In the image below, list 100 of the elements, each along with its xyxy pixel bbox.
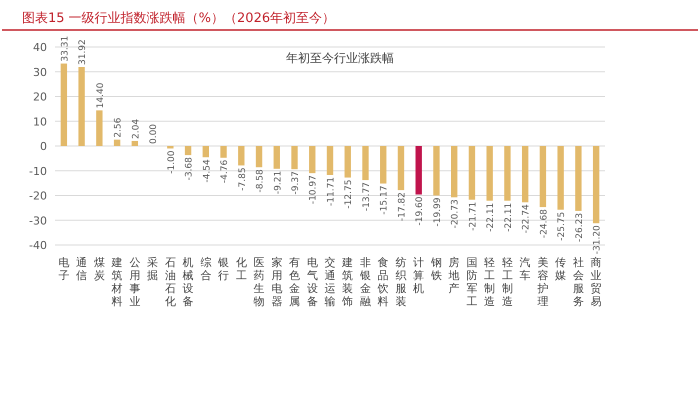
bar [592,146,600,224]
x-tick-label: 机械设备 [182,256,194,308]
data-label: -24.68 [539,208,550,238]
bar [504,146,511,201]
bar [309,146,316,174]
x-tick-label: 采掘 [147,256,158,282]
x-tick-label: 建筑材料 [110,256,123,308]
data-label: -20.73 [450,199,461,228]
x-tick-label: 汽车 [520,256,531,282]
data-label: -12.75 [344,180,354,209]
data-label: -10.97 [308,175,319,204]
x-tick-label: 商业贸易 [590,256,602,308]
data-label: -8.58 [256,168,266,193]
x-tick-label: 银行 [217,256,230,282]
x-tick-label: 电子 [58,256,70,282]
bar [398,146,404,190]
bar [540,146,546,208]
x-tick-label: 纺织服装 [395,256,406,308]
bar [575,146,582,211]
bar [380,146,386,184]
x-tick-label: 社会服务 [572,256,584,308]
data-label: 14.40 [96,82,106,108]
bar [468,146,476,200]
bar [184,146,192,156]
bar [486,146,493,201]
data-label: -7.85 [238,167,248,191]
x-tick-label: 钢铁 [430,256,442,282]
bar [557,146,564,210]
x-tick-label: 轻工制造 [484,256,496,308]
data-label: -22.74 [522,204,532,234]
y-tick-label: 20 [33,90,47,104]
data-label: -9.21 [273,170,284,194]
x-tick-label: 家用电器 [271,256,282,308]
x-tick-label: 国防军工 [466,256,478,308]
data-label: -31.20 [592,224,603,254]
bar [326,146,334,175]
data-label: -22.11 [486,202,496,232]
data-label: -19.60 [415,196,426,226]
bar [60,64,68,146]
x-tick-label: 传媒 [555,256,566,282]
x-tick-label: 房地产 [448,256,460,295]
bar [274,146,280,169]
x-tick-label: 石油石化 [164,256,176,308]
data-label: -15.17 [380,186,390,215]
bar [522,146,528,202]
x-tick-label: 计算机 [413,256,424,295]
data-label: -13.77 [362,182,372,212]
x-tick-label: 非银金融 [358,256,371,308]
bar [256,146,262,168]
data-label: -4.54 [202,158,212,183]
bar [238,146,244,166]
data-label: 33.31 [60,36,70,62]
data-label: 31.92 [78,39,88,65]
chart-subtitle: 年初至今行业涨跌幅 [286,51,394,65]
bar [451,146,458,198]
x-tick-label: 煤炭 [94,256,105,282]
x-tick-label: 电气设备 [306,256,318,308]
bar [291,146,298,170]
x-tick-label: 食品饮料 [376,256,389,308]
x-tick-label: 通信 [76,256,88,282]
data-label: -21.71 [468,202,478,231]
data-label: -1.00 [166,150,177,174]
data-label: 2.56 [114,117,124,138]
x-tick-label: 轻工制造 [502,256,513,308]
x-tick-label: 公用事业 [129,256,140,308]
y-tick-label: 0 [40,140,47,153]
data-label: -9.37 [291,171,302,194]
y-tick-label: -10 [29,164,47,178]
x-tick-label: 化工 [236,256,247,282]
data-label: -11.71 [326,176,336,206]
y-tick-label: 40 [33,41,47,54]
x-tick-label: 综合 [200,256,212,282]
data-label: 2.04 [131,118,142,139]
data-label: 0.00 [149,124,160,144]
bar [416,146,422,195]
data-label: -22.11 [504,202,514,232]
bar [362,146,369,180]
bar [132,140,138,146]
y-tick-label: 10 [33,115,47,128]
bar [114,140,120,146]
data-label: -4.76 [220,160,230,184]
bar [202,146,209,158]
data-label: -3.68 [184,156,195,180]
x-tick-label: 建筑装饰 [341,256,354,308]
x-tick-label: 交通运输 [324,256,336,308]
bar [220,146,227,158]
y-tick-label: 30 [33,66,47,79]
x-tick-label: 美容护理 [536,256,548,308]
data-label: -17.82 [397,192,408,222]
y-tick-label: -30 [29,214,47,228]
data-label: -26.23 [574,212,585,242]
data-label: -25.75 [557,212,568,241]
bar [344,146,351,178]
data-label: -19.99 [432,197,443,226]
bar [96,110,103,146]
chart-title: 图表15 一级行业指数涨跌幅（%）（2026年初至今） [22,11,336,26]
bar [433,146,440,196]
bar [78,67,85,146]
x-tick-label: 有色金属 [289,256,300,308]
y-tick-label: -40 [29,239,47,252]
